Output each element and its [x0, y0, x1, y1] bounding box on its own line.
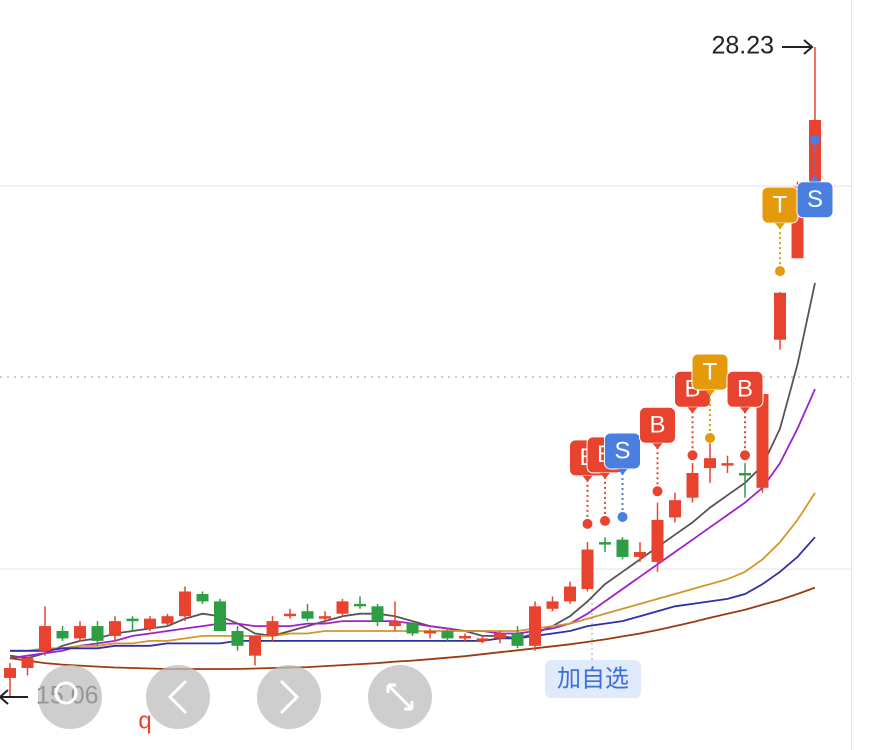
candle-body: [39, 626, 51, 651]
candle-body: [336, 601, 349, 614]
candle-body: [389, 621, 401, 627]
candle-body: [424, 631, 436, 634]
signal-dot: [687, 450, 698, 461]
signal-dot: [775, 266, 785, 277]
candle-body: [126, 618, 139, 622]
candle-body: [249, 635, 261, 656]
candle-body: [319, 616, 331, 619]
candle-body: [91, 626, 104, 641]
signal-pointer: [687, 407, 698, 414]
candle-body: [529, 606, 541, 646]
zoom-button[interactable]: [38, 665, 102, 729]
candle-body: [651, 519, 664, 562]
candle-body: [196, 593, 209, 602]
max-price-label: 28.23: [711, 32, 774, 60]
prev-icon: [167, 679, 188, 715]
candle-body: [546, 601, 559, 609]
candle-body: [704, 458, 716, 469]
overlay: 28.23 15.06 加自选 q: [0, 32, 814, 734]
candle-body: [371, 606, 384, 622]
candle-body: [756, 394, 769, 488]
candle-body: [494, 633, 506, 639]
signal-pointer: [810, 175, 820, 182]
signal-label: B: [649, 412, 665, 439]
signal-dot: [600, 515, 610, 526]
zoom-icon: [54, 681, 78, 705]
signal-dot: [617, 511, 628, 522]
candle-body: [581, 549, 594, 590]
candle-body: [511, 633, 524, 646]
candle-body: [4, 668, 16, 678]
candle-body: [669, 500, 681, 518]
moving-average: [9, 388, 816, 660]
candle-body: [564, 586, 576, 602]
candle-body: [161, 616, 174, 624]
expand-icon: [386, 683, 414, 711]
add-watchlist-button[interactable]: [545, 660, 641, 698]
signal-dot: [740, 450, 750, 461]
signal-dot: [810, 134, 820, 145]
candle-body: [74, 626, 86, 639]
candle-body: [109, 621, 121, 636]
candle-body: [721, 463, 734, 466]
signal-dot: [582, 518, 593, 529]
candle-body: [459, 635, 471, 639]
moving-average: [10, 536, 816, 652]
signal-label: T: [773, 191, 788, 218]
signal-pointer: [582, 475, 593, 482]
candle-body: [774, 292, 786, 340]
moving-average: [9, 586, 816, 670]
plot: BBSBBTBTS: [4, 46, 834, 698]
next-button[interactable]: [257, 665, 321, 729]
signal-label: T: [703, 358, 718, 385]
add-watchlist-text[interactable]: 加自选: [557, 665, 629, 692]
candle-body: [739, 473, 751, 476]
candle-body: [441, 631, 454, 639]
candle-body: [476, 638, 489, 641]
moving-average: [9, 282, 816, 660]
signal-pointer: [600, 472, 610, 479]
signal-pointer: [705, 389, 715, 396]
candle-body: [214, 601, 226, 632]
candle-body: [284, 613, 296, 617]
signal-pointer: [617, 468, 628, 475]
candle-body: [301, 611, 314, 619]
signal-dot: [652, 486, 663, 497]
candle-body: [406, 623, 419, 634]
cut-text: q: [138, 707, 151, 734]
candle-body: [231, 631, 244, 646]
candle-body: [634, 552, 646, 557]
candle-body: [21, 658, 34, 669]
candle-body: [616, 539, 629, 557]
signal-dot: [705, 432, 715, 443]
signal-label: S: [807, 186, 823, 213]
signal-pointer: [652, 443, 663, 450]
next-icon: [279, 679, 300, 715]
signal-label: B: [737, 376, 753, 403]
candle-body: [266, 621, 279, 636]
prev-button[interactable]: [146, 665, 210, 729]
candle-body: [354, 603, 366, 607]
candle-body: [56, 631, 69, 639]
signal-label: S: [614, 437, 630, 464]
arrow: [782, 39, 814, 55]
signal-pointer: [740, 407, 750, 414]
candle-body: [179, 591, 191, 617]
arrow: [0, 689, 28, 705]
candle-body: [599, 542, 611, 545]
signal-pointer: [775, 223, 785, 230]
candle-body: [686, 473, 699, 498]
candle-body: [144, 618, 156, 629]
